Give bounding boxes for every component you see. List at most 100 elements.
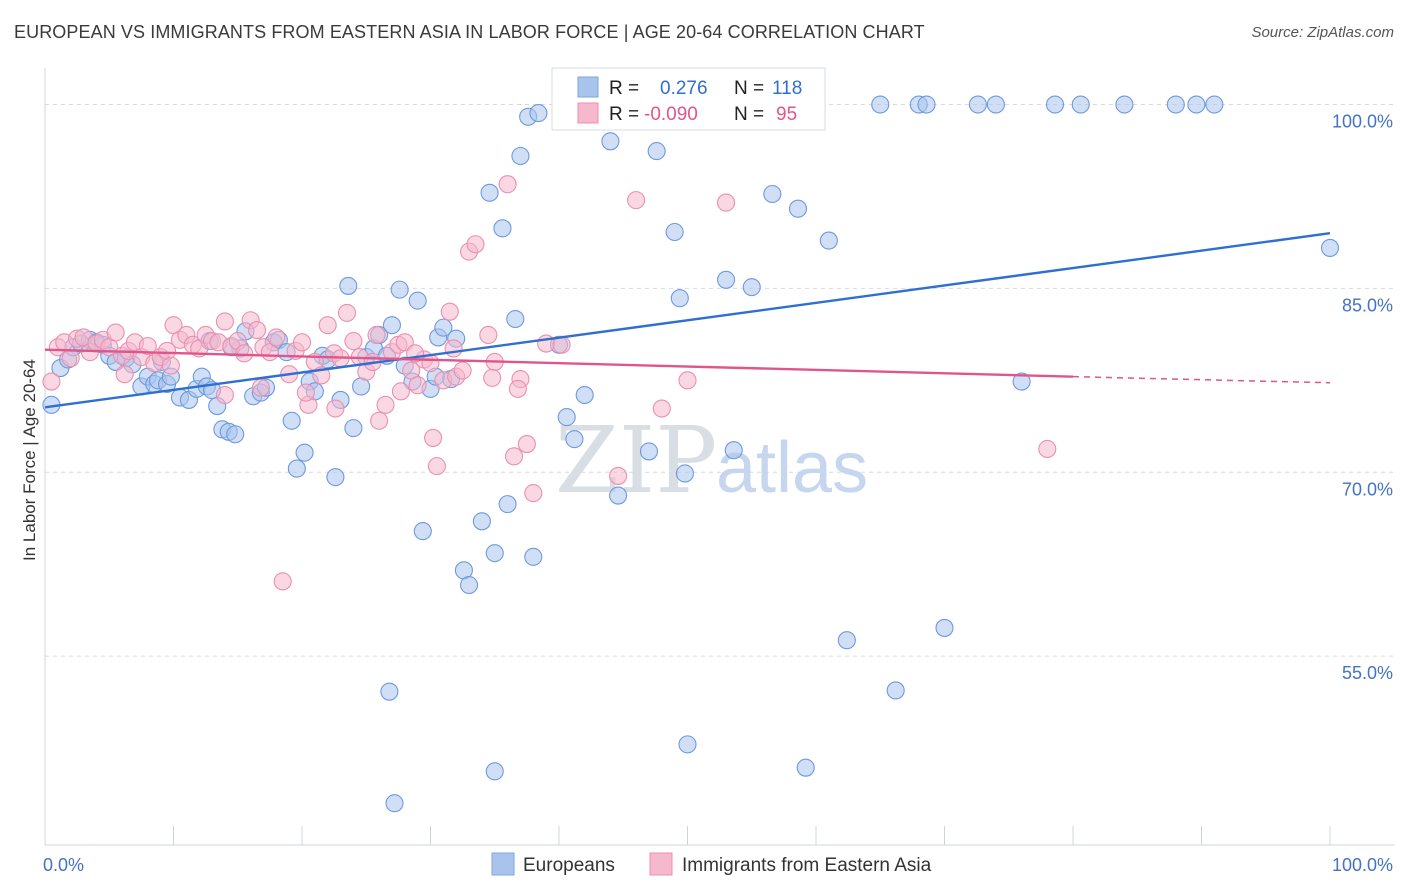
europeans-point-113	[485, 762, 504, 781]
trend-lines	[44, 232, 1331, 409]
europeans-point-98	[917, 95, 936, 114]
europeans-point-112	[796, 758, 815, 777]
y-tick-labels: 55.0% 70.0% 85.0% 100.0%	[1332, 112, 1393, 684]
pink-r-label: R =	[609, 104, 639, 125]
europeans-point-116	[385, 794, 404, 813]
blue-r-value: 0.276	[660, 78, 708, 99]
europeans-point-87	[670, 289, 689, 308]
watermark: ZIP atlas	[555, 407, 868, 514]
europeans-point-78	[575, 385, 594, 405]
x-tick-label-1: 100.0%	[1332, 855, 1393, 875]
europeans-point-106	[1166, 95, 1185, 114]
eastern-asia-point-73	[524, 484, 543, 503]
europeans-trend-line	[44, 232, 1331, 409]
eastern-asia-point-80	[115, 365, 134, 384]
europeans-point-105	[1115, 95, 1134, 114]
eastern-asia-point-69	[498, 175, 517, 194]
europeans-point-52	[382, 316, 402, 335]
eastern-asia-point-60	[427, 457, 446, 476]
eastern-asia-point-43	[318, 316, 337, 335]
eastern-asia-point-15	[138, 336, 157, 356]
eastern-asia-point-57	[408, 376, 427, 395]
eastern-asia-point-75	[627, 191, 646, 210]
eastern-asia-trend-extension	[1072, 375, 1331, 384]
eastern-asia-point-55	[395, 333, 414, 352]
eastern-asia-point-10	[106, 323, 125, 342]
legend-europeans-swatch	[491, 852, 515, 876]
blue-n-value: 118	[772, 78, 802, 99]
europeans-point-70	[506, 309, 525, 329]
eastern-asia-point-67	[479, 325, 498, 345]
eastern-asia-point-62	[440, 302, 459, 321]
europeans-point-64	[459, 575, 479, 595]
y-tick-label-2: 85.0%	[1342, 295, 1393, 315]
eastern-asia-point-35	[267, 328, 286, 347]
europeans-point-66	[480, 183, 499, 202]
europeans-point-80	[601, 132, 620, 151]
blue-n-label: N =	[734, 78, 764, 99]
europeans-point-111	[678, 735, 697, 754]
watermark-atlas: atlas	[716, 428, 868, 508]
axes	[44, 68, 1395, 846]
europeans-point-102	[1012, 372, 1031, 391]
europeans-point-84	[647, 142, 666, 161]
europeans-point-38	[295, 443, 314, 462]
legend-eastern-asia: Immigrants from Eastern Asia	[682, 855, 932, 876]
europeans-point-95	[819, 231, 838, 250]
eastern-asia-point-87	[391, 382, 410, 401]
legend-eastern-asia-swatch	[649, 852, 673, 876]
europeans-point-73	[524, 547, 543, 566]
eastern-asia-point-59	[421, 354, 440, 373]
europeans-point-57	[413, 522, 432, 541]
europeans-point-88	[675, 464, 694, 483]
x-tick-labels: 0.0% 100.0%	[43, 855, 1393, 875]
europeans-point-68	[493, 219, 512, 238]
europeans-point-46	[344, 419, 363, 438]
europeans-point-115	[886, 681, 905, 700]
europeans-point-74	[529, 104, 548, 123]
eastern-asia-point-46	[337, 303, 357, 322]
y-axis-label: In Labor Force | Age 20-64	[20, 359, 39, 561]
source-credit: Source: ZipAtlas.com	[1251, 24, 1394, 41]
europeans-point-86	[665, 222, 684, 242]
eastern-asia-point-79	[1038, 439, 1057, 459]
y-tick-label-3: 100.0%	[1332, 112, 1393, 132]
y-tick-label-1: 70.0%	[1342, 479, 1393, 499]
europeans-point-107	[1187, 95, 1206, 114]
eastern-asia-point-92	[508, 379, 527, 398]
europeans-point-77	[565, 430, 584, 449]
x-tick-label-0: 0.0%	[43, 855, 84, 875]
eastern-asia-point-30	[235, 344, 254, 363]
europeans-point-65	[472, 512, 491, 531]
europeans-point-43	[326, 468, 345, 487]
europeans-point-93	[763, 184, 782, 204]
europeans-point-27	[226, 425, 245, 444]
eastern-asia-point-77	[678, 371, 697, 390]
europeans-point-60	[434, 318, 453, 337]
pink-r-value: -0.090	[644, 104, 698, 125]
eastern-asia-point-39	[292, 333, 312, 352]
europeans-point-99	[935, 618, 954, 637]
eastern-asia-point-89	[424, 428, 443, 447]
stats-legend: R = 0.276 N = 118 R = -0.090 N = 95	[551, 67, 826, 131]
europeans-point-94	[788, 199, 808, 218]
eastern-asia-point-84	[296, 383, 315, 402]
blue-r-label: R =	[609, 78, 639, 99]
europeans-point-108	[1205, 95, 1224, 114]
eastern-asia-point-52	[376, 395, 395, 414]
pink-n-value: 95	[776, 104, 797, 125]
europeans-point-92	[724, 441, 743, 460]
eastern-asia-trend-line	[44, 348, 1074, 378]
eastern-asia-point-3	[61, 349, 80, 368]
europeans-point-37	[287, 459, 306, 478]
europeans-point-69	[498, 495, 517, 514]
europeans-point-91	[716, 270, 736, 289]
watermark-zip: ZIP	[555, 407, 717, 514]
eastern-asia-point-81	[161, 356, 180, 375]
eastern-asia-point-90	[444, 339, 463, 358]
europeans-point-110	[380, 682, 399, 701]
eastern-asia-point-76	[652, 399, 671, 418]
eastern-asia-point-94	[609, 466, 628, 485]
europeans-point-45	[339, 276, 358, 295]
europeans-point-114	[837, 631, 856, 650]
